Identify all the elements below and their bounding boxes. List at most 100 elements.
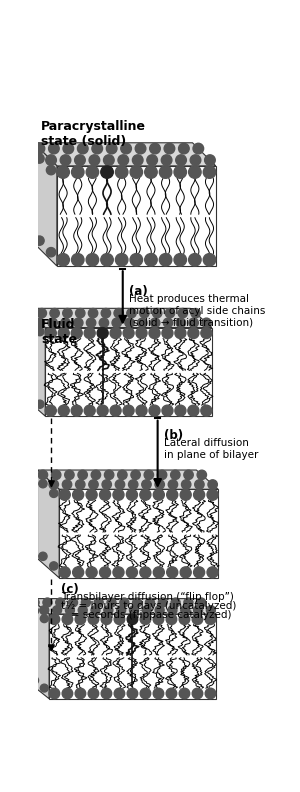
Text: (c): (c) [61,583,79,596]
Circle shape [205,154,215,166]
Circle shape [100,489,111,501]
Circle shape [125,318,134,327]
Circle shape [78,470,87,479]
Circle shape [101,166,113,178]
Circle shape [46,154,56,166]
Circle shape [91,606,100,615]
Circle shape [171,598,180,607]
Text: Fluid
state: Fluid state [41,318,77,345]
Circle shape [123,328,134,338]
Circle shape [49,480,58,489]
Circle shape [101,308,111,318]
Circle shape [39,480,47,488]
Circle shape [114,308,123,318]
Circle shape [162,328,173,338]
Circle shape [71,328,82,338]
Circle shape [94,598,103,607]
Polygon shape [38,470,218,489]
Circle shape [62,688,73,699]
Circle shape [50,489,58,497]
Circle shape [153,688,164,699]
Circle shape [150,143,160,154]
Circle shape [138,318,147,327]
Circle shape [127,308,136,318]
Circle shape [45,328,56,338]
Circle shape [89,154,100,166]
Circle shape [166,688,177,699]
Circle shape [146,598,154,607]
Circle shape [88,688,99,699]
Circle shape [152,308,162,318]
Circle shape [88,614,99,625]
Circle shape [158,598,167,607]
Circle shape [76,480,85,489]
Circle shape [189,318,198,327]
Circle shape [49,688,60,699]
Text: Paracrystalline
state (solid): Paracrystalline state (solid) [41,120,146,147]
Circle shape [86,567,97,578]
Polygon shape [23,308,212,328]
Circle shape [40,615,48,623]
Polygon shape [23,308,45,416]
Circle shape [77,143,88,154]
Circle shape [197,598,206,607]
Circle shape [36,328,44,336]
Circle shape [158,470,167,479]
Circle shape [49,143,59,154]
Circle shape [101,688,112,699]
Circle shape [162,406,173,416]
Circle shape [84,406,95,416]
Circle shape [34,143,45,154]
Circle shape [103,154,114,166]
Circle shape [194,606,202,615]
Circle shape [89,480,98,489]
Circle shape [106,143,117,154]
Circle shape [168,480,178,489]
Circle shape [153,567,164,578]
Circle shape [180,567,191,578]
Circle shape [76,308,85,318]
Circle shape [145,166,157,178]
Circle shape [195,480,204,489]
Circle shape [203,166,216,178]
Circle shape [202,318,211,327]
Circle shape [49,614,60,625]
Circle shape [99,318,109,327]
Circle shape [71,253,84,266]
Circle shape [161,154,172,166]
Circle shape [164,143,175,154]
Circle shape [63,308,72,318]
Circle shape [74,318,83,327]
Circle shape [179,614,190,625]
Circle shape [175,328,186,338]
Circle shape [168,606,177,615]
Circle shape [57,253,69,266]
Circle shape [75,688,86,699]
Circle shape [140,489,151,501]
Polygon shape [30,599,49,699]
Circle shape [201,406,212,416]
Circle shape [38,470,48,479]
Circle shape [40,606,49,615]
Circle shape [151,318,160,327]
Circle shape [58,406,69,416]
Circle shape [130,166,142,178]
Circle shape [208,480,217,489]
Circle shape [132,154,143,166]
Circle shape [127,688,138,699]
Circle shape [92,143,103,154]
Circle shape [175,406,186,416]
Circle shape [194,489,205,501]
Circle shape [86,489,97,501]
Circle shape [153,614,164,625]
Circle shape [97,328,108,338]
Circle shape [135,143,146,154]
Circle shape [133,598,142,607]
Circle shape [130,253,142,266]
Circle shape [207,489,218,501]
Circle shape [39,552,47,561]
Circle shape [31,607,39,615]
Text: (a): (a) [129,285,148,299]
Circle shape [140,614,151,625]
Circle shape [201,328,212,338]
